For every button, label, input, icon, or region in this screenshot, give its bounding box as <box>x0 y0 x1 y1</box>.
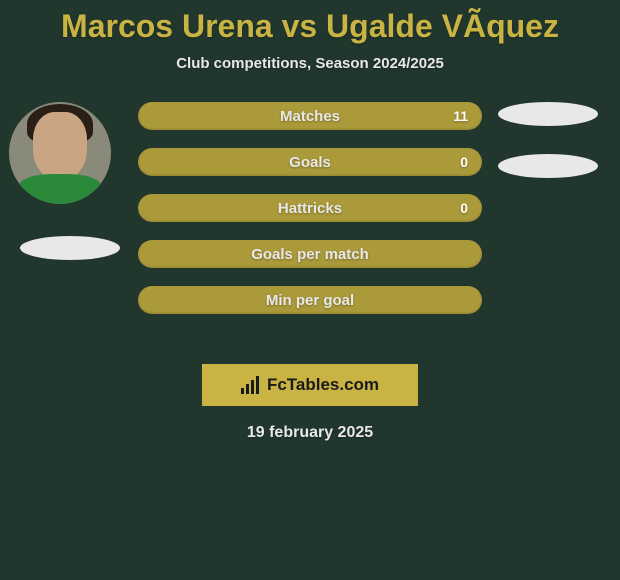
stat-label: Matches <box>280 108 340 125</box>
stat-bar-hattricks: Hattricks 0 <box>138 194 482 222</box>
date-label: 19 february 2025 <box>0 424 620 442</box>
stat-label: Min per goal <box>266 292 354 309</box>
comparison-card: Marcos Urena vs Ugalde VÃ­quez Club comp… <box>0 0 620 580</box>
stat-label: Hattricks <box>278 200 342 217</box>
stat-value: 0 <box>460 154 468 170</box>
stat-bar-matches: Matches 11 <box>138 102 482 130</box>
stat-bar-goals: Goals 0 <box>138 148 482 176</box>
season-subtitle: Club competitions, Season 2024/2025 <box>0 55 620 72</box>
stat-label: Goals <box>289 154 331 171</box>
player1-avatar <box>9 102 111 204</box>
page-title: Marcos Urena vs Ugalde VÃ­quez <box>0 0 620 45</box>
stat-bar-min-per-goal: Min per goal <box>138 286 482 314</box>
brand-badge[interactable]: FcTables.com <box>202 364 418 406</box>
player2-badge-2 <box>498 154 598 178</box>
stat-bars: Matches 11 Goals 0 Hattricks 0 Goals per… <box>138 102 482 332</box>
player2-badge-1 <box>498 102 598 126</box>
stat-value: 11 <box>453 108 468 124</box>
avatar-shirt <box>19 174 101 204</box>
bar-chart-icon <box>241 376 263 394</box>
avatar-face <box>33 112 87 180</box>
brand-text: FcTables.com <box>267 375 379 395</box>
stat-bar-goals-per-match: Goals per match <box>138 240 482 268</box>
player1-badge <box>20 236 120 260</box>
stat-label: Goals per match <box>251 246 369 263</box>
stat-value: 0 <box>460 200 468 216</box>
content-area: Matches 11 Goals 0 Hattricks 0 Goals per… <box>0 102 620 362</box>
